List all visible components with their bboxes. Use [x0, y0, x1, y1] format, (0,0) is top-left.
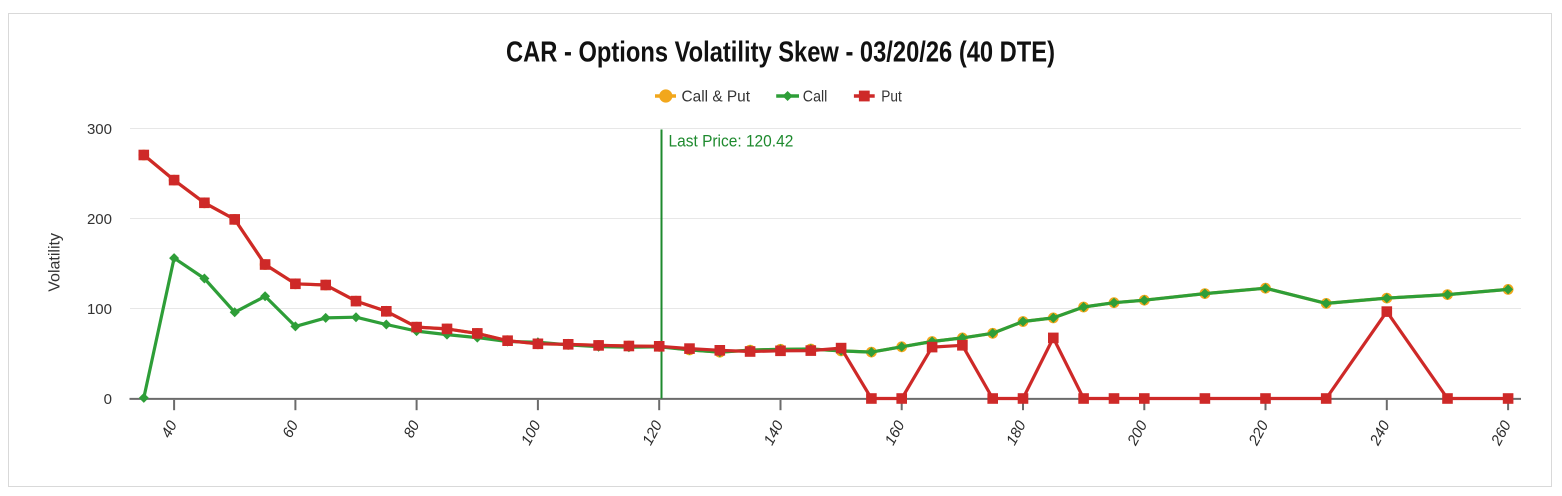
svg-text:100: 100	[87, 301, 112, 318]
svg-text:180: 180	[1003, 417, 1030, 448]
svg-text:260: 260	[1488, 417, 1516, 449]
svg-text:200: 200	[87, 211, 112, 228]
svg-text:240: 240	[1366, 417, 1394, 449]
svg-text:Call & Put: Call & Put	[682, 89, 751, 106]
svg-text:40: 40	[158, 417, 181, 440]
svg-text:Last Price: 120.42: Last Price: 120.42	[669, 132, 794, 151]
svg-text:Call: Call	[803, 89, 828, 106]
svg-text:80: 80	[400, 417, 423, 440]
svg-text:160: 160	[882, 417, 909, 448]
svg-text:200: 200	[1124, 417, 1152, 449]
svg-text:140: 140	[760, 417, 787, 448]
svg-text:120: 120	[639, 417, 666, 448]
svg-text:60: 60	[279, 417, 302, 440]
svg-text:Put: Put	[881, 89, 902, 106]
svg-text:Volatility: Volatility	[47, 233, 64, 292]
svg-text:220: 220	[1245, 417, 1273, 449]
svg-text:100: 100	[518, 417, 545, 448]
svg-text:300: 300	[87, 121, 112, 138]
svg-text:CAR - Options Volatility Skew: CAR - Options Volatility Skew - 03/20/26…	[506, 37, 1055, 69]
svg-text:0: 0	[104, 391, 112, 408]
